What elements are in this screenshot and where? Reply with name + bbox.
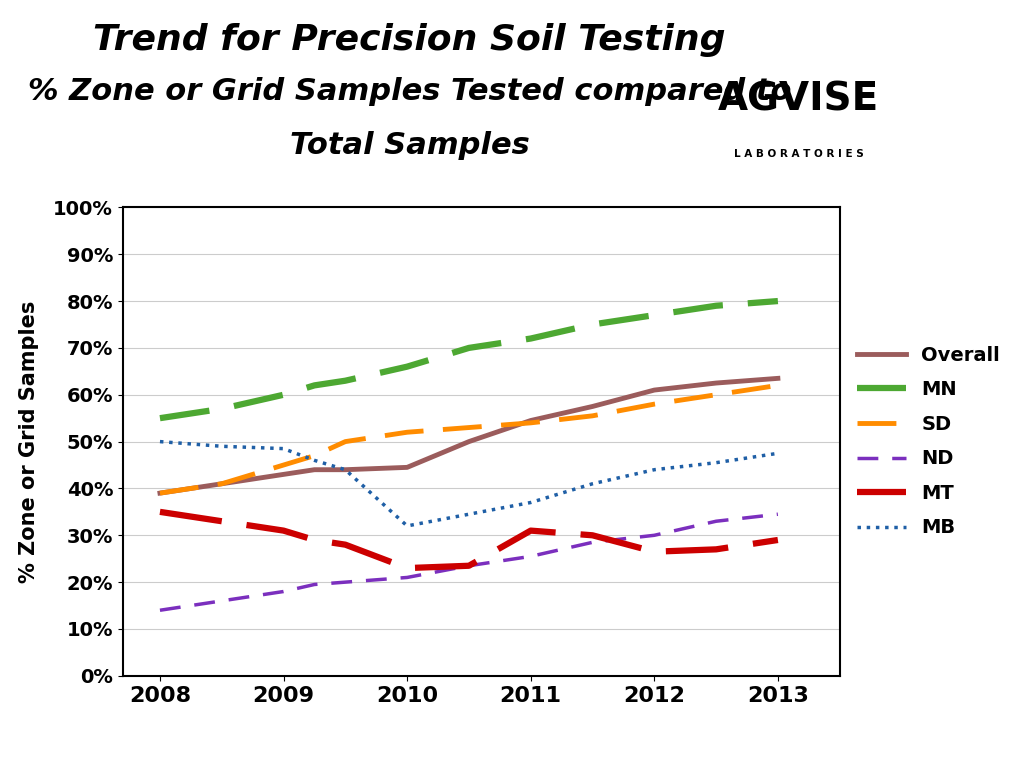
Text: Trend for Precision Soil Testing: Trend for Precision Soil Testing bbox=[93, 23, 726, 57]
Text: Total Samples: Total Samples bbox=[290, 131, 529, 160]
Text: AGVISE: AGVISE bbox=[718, 81, 880, 119]
Y-axis label: % Zone or Grid Samples: % Zone or Grid Samples bbox=[19, 300, 39, 583]
Text: L A B O R A T O R I E S: L A B O R A T O R I E S bbox=[734, 148, 863, 159]
Text: % Zone or Grid Samples Tested compared to: % Zone or Grid Samples Tested compared t… bbox=[28, 77, 792, 106]
Legend: Overall, MN, SD, ND, MT, MB: Overall, MN, SD, ND, MT, MB bbox=[849, 338, 1008, 545]
